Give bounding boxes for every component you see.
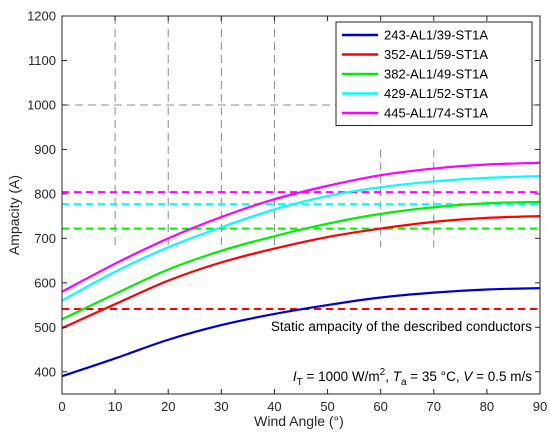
plot-area-frame (61, 15, 541, 395)
y-tick-label: 1000 (27, 97, 56, 112)
x-tick-label: 60 (373, 399, 387, 414)
y-tick-label: 1100 (28, 53, 56, 68)
y-axis-label: Ampacity (A) (6, 175, 22, 255)
x-tick-label: 80 (480, 399, 494, 414)
static-ampacity-label: Static ampacity of the described conduct… (271, 319, 532, 334)
x-tick-label: 40 (267, 399, 281, 414)
conditions-annotation: IT = 1000 W/m2, Ta = 35 °C, V = 0.5 m/s (293, 367, 532, 388)
series-lines (61, 161, 541, 378)
legend-label: 243-AL1/39-ST1A (384, 28, 488, 43)
series-line (61, 287, 541, 378)
series-line (61, 215, 541, 330)
legend-label: 429-AL1/52-ST1A (384, 86, 488, 101)
legend-label: 352-AL1/59-ST1A (384, 47, 488, 62)
x-tick-label: 20 (161, 399, 175, 414)
y-tick-label: 1200 (27, 9, 56, 24)
legend-label: 445-AL1/74-ST1A (384, 106, 488, 121)
y-tick-label: 700 (34, 231, 56, 246)
axis-ticks: 0 10 20 30 40 50 60 70 80 90 400 500 600 700 800 900 100… (27, 9, 547, 415)
y-tick-label: 500 (34, 320, 56, 335)
x-tick-label: 10 (108, 399, 122, 414)
x-tick-label: 70 (427, 399, 441, 414)
series-line (61, 161, 541, 293)
y-tick-label: 600 (34, 275, 56, 290)
legend: 243-AL1/39-ST1A 352-AL1/59-ST1A 382-AL1/49… (335, 21, 533, 126)
series-line (61, 200, 541, 321)
static-ampacity-lines (62, 191, 540, 311)
y-tick-label: 400 (34, 364, 56, 379)
x-tick-label: 90 (533, 399, 547, 414)
legend-label: 382-AL1/49-ST1A (384, 67, 488, 82)
x-tick-label: 0 (58, 399, 65, 414)
y-tick-label: 900 (34, 142, 56, 157)
x-tick-label: 50 (320, 399, 334, 414)
x-tick-label: 30 (214, 399, 228, 414)
series-line (61, 174, 541, 302)
y-tick-label: 800 (34, 186, 56, 201)
x-axis-label: Wind Angle (°) (254, 413, 344, 429)
grid-lines (62, 16, 540, 248)
